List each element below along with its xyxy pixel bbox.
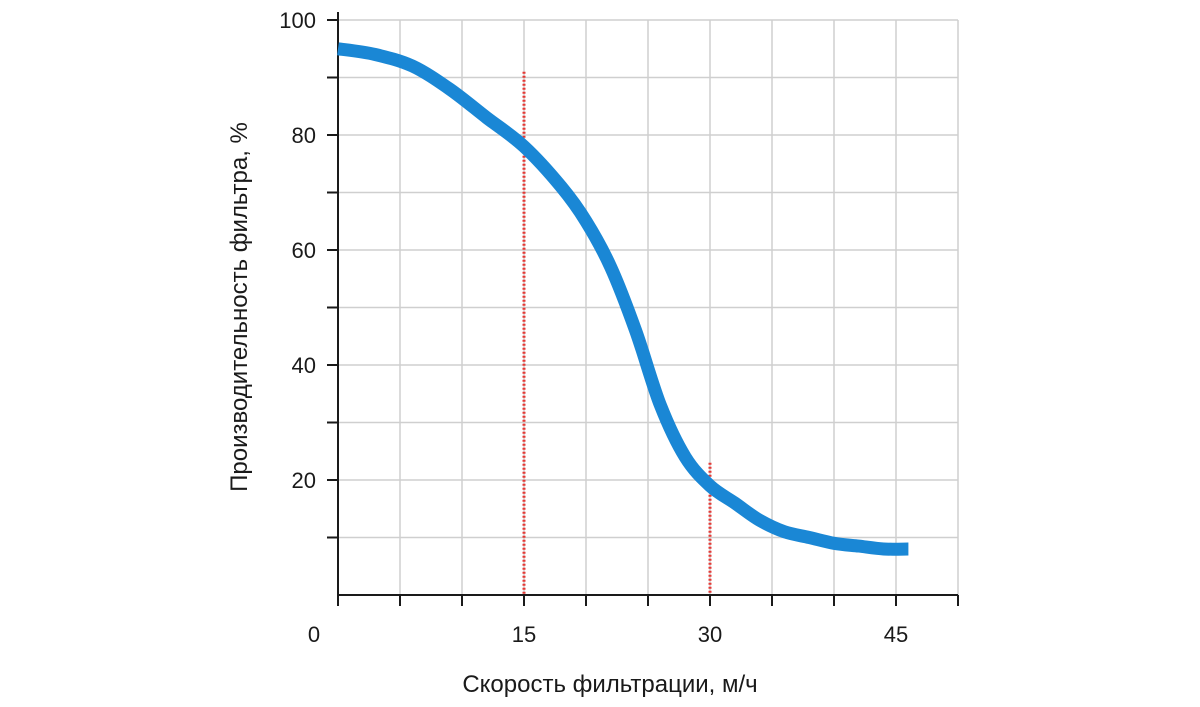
y-tick-label: 20 bbox=[292, 468, 316, 493]
x-tick-label: 45 bbox=[884, 622, 908, 647]
series-line bbox=[337, 42, 909, 556]
x-axis-title: Скорость фильтрации, м/ч bbox=[462, 671, 757, 698]
reference-lines bbox=[522, 71, 712, 595]
x-tick-label: 15 bbox=[512, 622, 536, 647]
series-layer bbox=[337, 42, 909, 556]
grid bbox=[338, 19, 959, 595]
y-tick-label: 80 bbox=[292, 123, 316, 148]
y-tick-label: 100 bbox=[279, 8, 316, 33]
tick-labels: 0 15 30 45 20 40 60 80 100 bbox=[279, 8, 908, 647]
x-tick-label: 30 bbox=[698, 622, 722, 647]
axes bbox=[327, 12, 959, 606]
y-tick-label: 60 bbox=[292, 238, 316, 263]
x-tick-label: 0 bbox=[308, 622, 320, 647]
y-axis-title: Производительность фильтра, % bbox=[226, 122, 253, 492]
y-tick-label: 40 bbox=[292, 353, 316, 378]
